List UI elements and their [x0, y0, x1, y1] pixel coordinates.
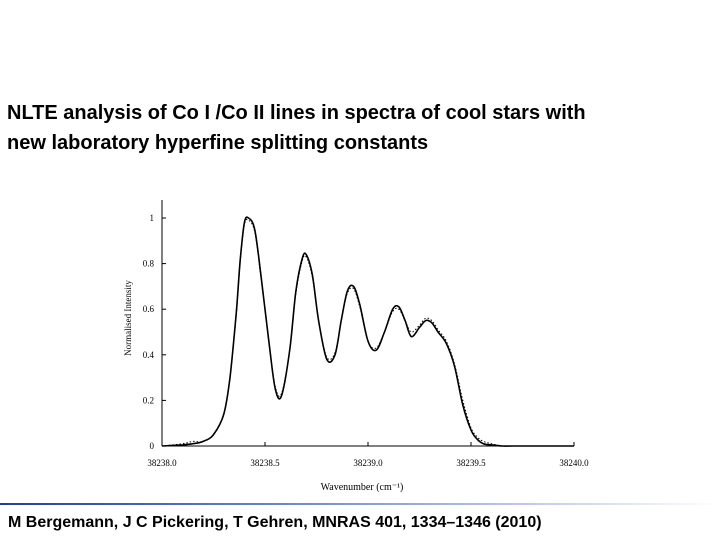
citation-text: M Bergemann, J C Pickering, T Gehren, MN… — [8, 514, 542, 531]
spectrum-chart: 0 0.2 0.4 0.6 0.8 1 38238.0 38238.5 38239.0 38239… — [123, 200, 589, 493]
y-tick-label: 1 — [150, 213, 155, 223]
y-axis-label: Normalised Intensity — [123, 280, 133, 356]
y-tick-label: 0 — [150, 441, 155, 451]
x-tick-label: 38238.5 — [250, 458, 280, 468]
chart-ticks: 0 0.2 0.4 0.6 0.8 1 38238.0 38238.5 38239.0 38239… — [143, 213, 589, 468]
x-tick-label: 38239.0 — [353, 458, 383, 468]
slide-title-line-2: new laboratory hyperfine splitting const… — [7, 132, 429, 154]
slide-title-line-1: NLTE analysis of Co I /Co II lines in sp… — [7, 102, 586, 124]
slide-title: NLTE analysis of Co I /Co II lines in sp… — [7, 98, 713, 158]
spectrum-series-solid — [161, 216, 574, 447]
x-tick-label: 38240.0 — [559, 458, 589, 468]
x-tick-label: 38239.5 — [456, 458, 486, 468]
chart-series-group — [161, 216, 574, 447]
spectrum-series-dotted — [161, 218, 574, 447]
y-tick-label: 0.6 — [143, 304, 155, 314]
y-tick-label: 0.4 — [143, 350, 155, 360]
footer-accent-line — [0, 503, 720, 505]
y-tick-label: 0.2 — [143, 395, 154, 405]
chart-axes — [161, 200, 574, 447]
x-axis-label: Wavenumber (cm⁻¹) — [321, 482, 404, 493]
x-tick-label: 38238.0 — [147, 458, 177, 468]
y-tick-label: 0.8 — [143, 259, 155, 269]
